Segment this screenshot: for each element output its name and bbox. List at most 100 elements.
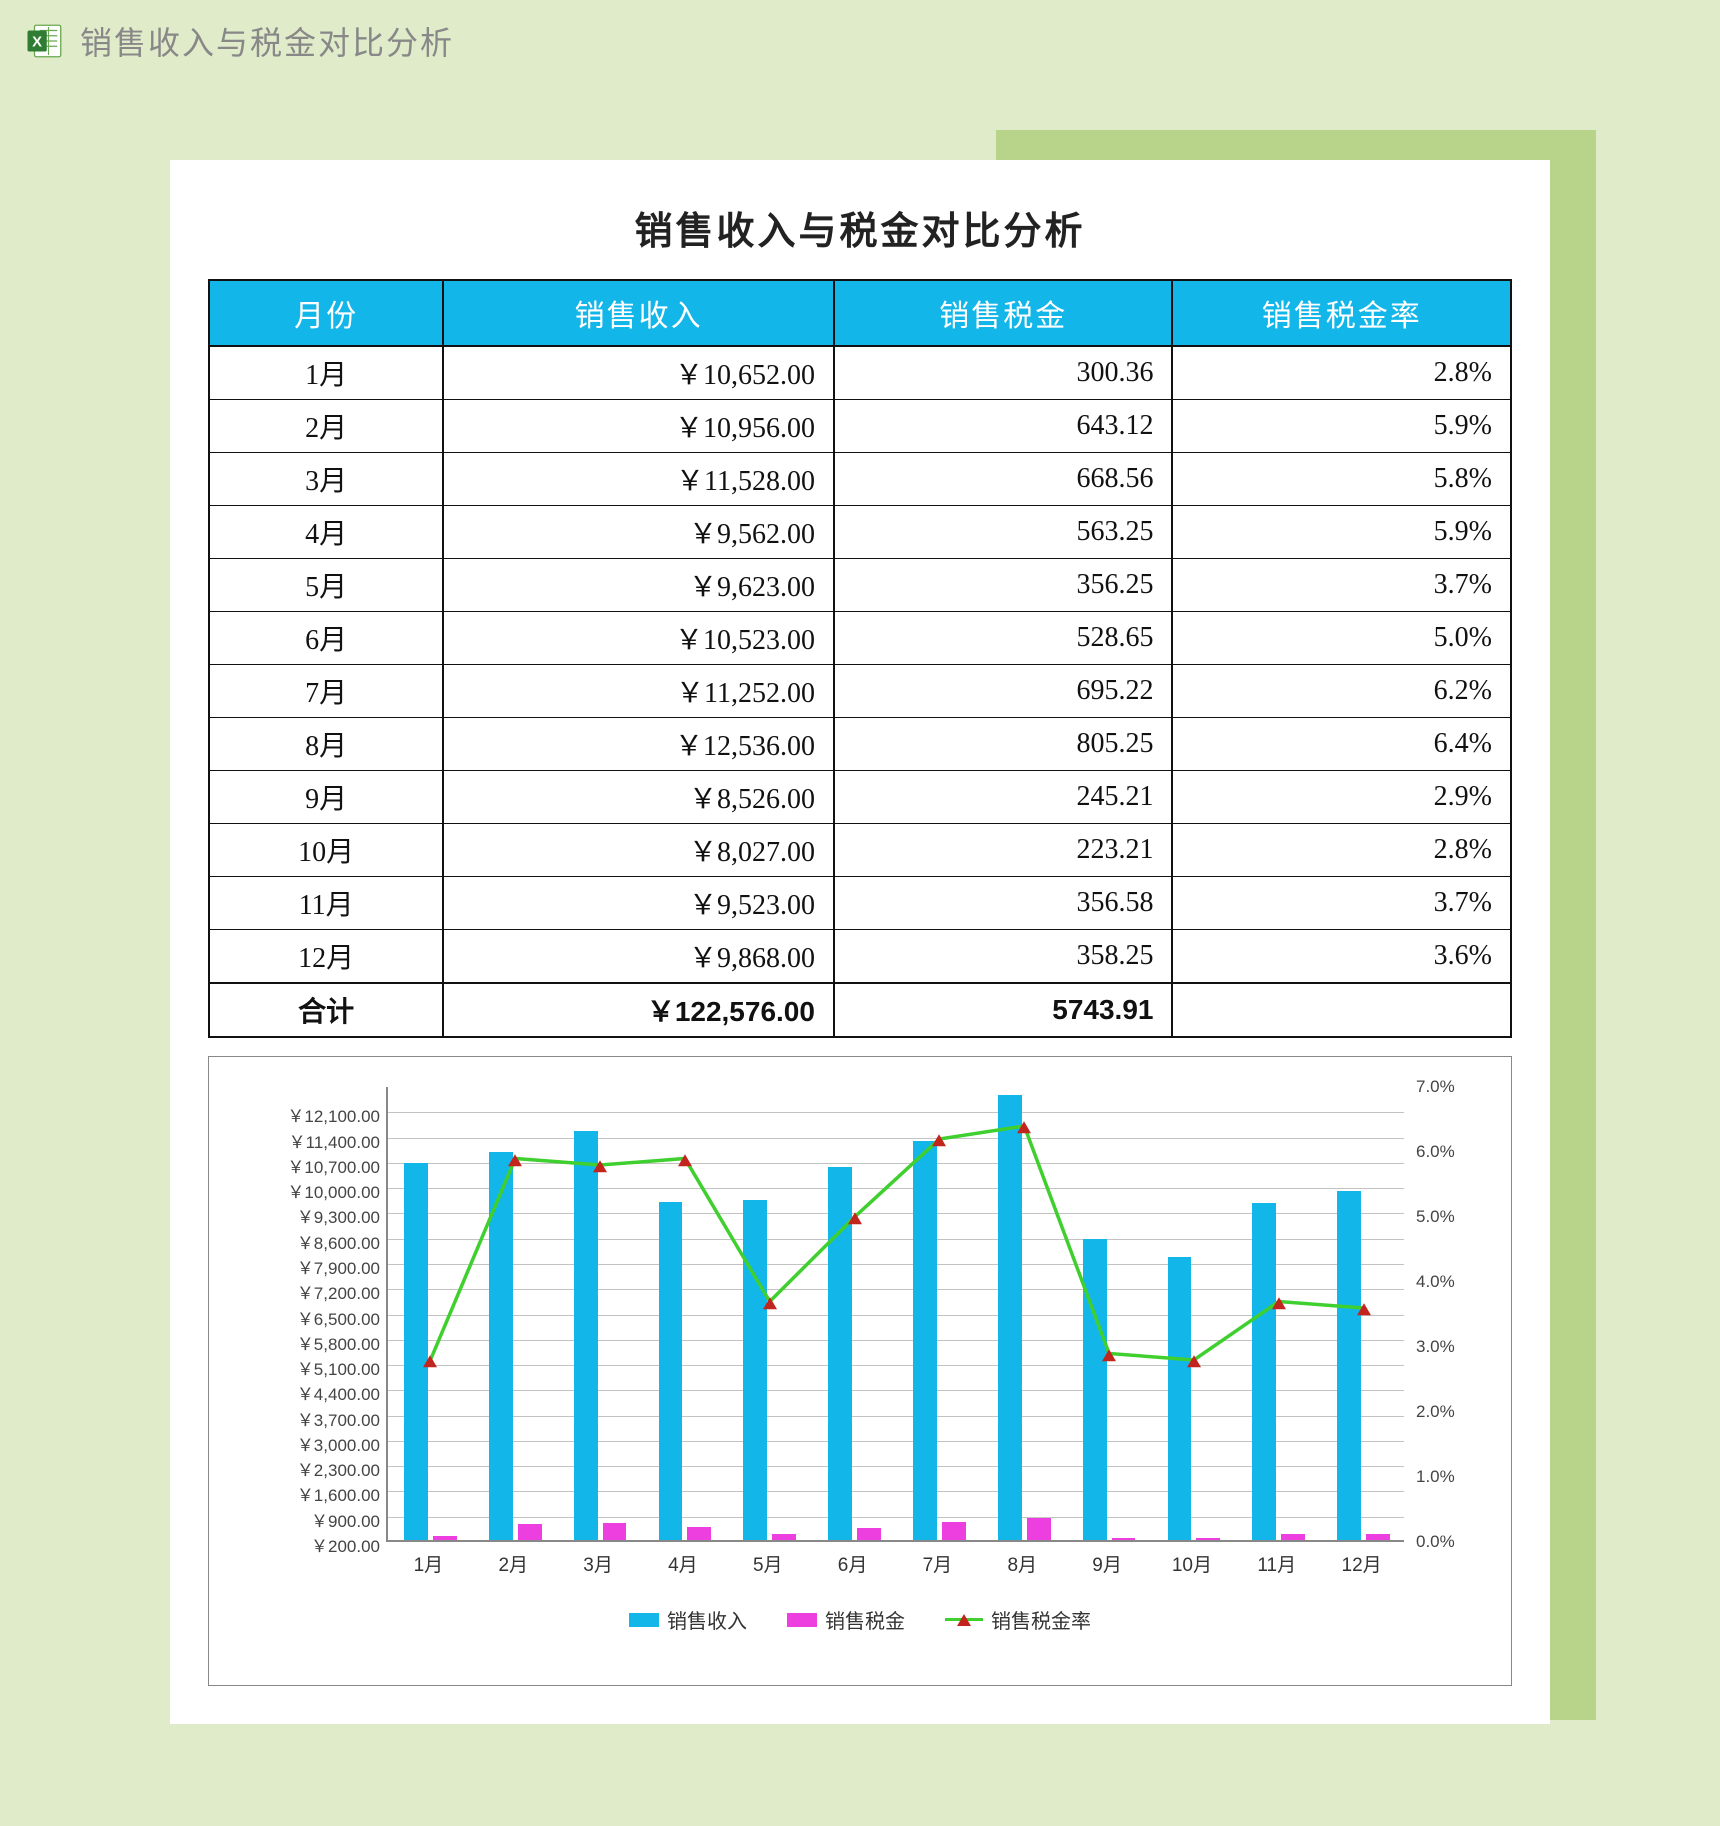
table-cell: 6月 <box>209 612 443 665</box>
chart-legend: 销售收入 销售税金 销售税金率 <box>221 1605 1499 1634</box>
table-cell: ￥9,562.00 <box>443 506 834 559</box>
table-row: 4月￥9,562.00563.255.9% <box>209 506 1511 559</box>
x-axis-tick: 6月 <box>838 1550 868 1577</box>
y-axis-left-tick: ￥7,200.00 <box>297 1279 380 1304</box>
table-row: 9月￥8,526.00245.212.9% <box>209 771 1511 824</box>
table-cell: 358.25 <box>834 930 1173 984</box>
table-cell: 3月 <box>209 453 443 506</box>
table-cell: ￥10,652.00 <box>443 346 834 400</box>
table-cell: ￥10,523.00 <box>443 612 834 665</box>
table-row: 5月￥9,623.00356.253.7% <box>209 559 1511 612</box>
table-cell: ￥8,526.00 <box>443 771 834 824</box>
y-axis-left-tick: ￥2,300.00 <box>297 1456 380 1481</box>
table-cell: ￥11,252.00 <box>443 665 834 718</box>
app-header: X 销售收入与税金对比分析 <box>0 0 1720 82</box>
y-axis-left-tick: ￥10,000.00 <box>287 1178 380 1203</box>
table-row: 6月￥10,523.00528.655.0% <box>209 612 1511 665</box>
table-header-cell: 销售税金 <box>834 280 1173 346</box>
legend-item-income: 销售收入 <box>629 1605 747 1634</box>
legend-swatch-icon <box>945 1618 983 1621</box>
rate-line <box>388 1087 1406 1542</box>
table-cell: 2月 <box>209 400 443 453</box>
table-header-cell: 销售收入 <box>443 280 834 346</box>
legend-item-rate: 销售税金率 <box>945 1605 1091 1634</box>
y-axis-left-tick: ￥5,800.00 <box>297 1330 380 1355</box>
x-axis-tick: 11月 <box>1257 1550 1296 1577</box>
table-row: 3月￥11,528.00668.565.8% <box>209 453 1511 506</box>
y-axis-left-tick: ￥8,600.00 <box>297 1229 380 1254</box>
table-cell: 2.8% <box>1172 346 1511 400</box>
legend-label: 销售收入 <box>667 1605 747 1634</box>
rate-marker-icon <box>932 1134 946 1146</box>
y-axis-left-tick: ￥11,400.00 <box>289 1128 380 1153</box>
table-cell: 12月 <box>209 930 443 984</box>
x-axis-tick: 4月 <box>668 1550 698 1577</box>
y-axis-left-tick: ￥200.00 <box>311 1532 380 1557</box>
table-cell: ￥11,528.00 <box>443 453 834 506</box>
table-cell: 695.22 <box>834 665 1173 718</box>
table-cell: ￥9,623.00 <box>443 559 834 612</box>
table-row: 7月￥11,252.00695.226.2% <box>209 665 1511 718</box>
y-axis-left-tick: ￥5,100.00 <box>297 1355 380 1380</box>
rate-marker-icon <box>593 1160 607 1172</box>
table-cell: 5.8% <box>1172 453 1511 506</box>
rate-marker-icon <box>763 1297 777 1309</box>
table-cell: ￥122,576.00 <box>443 983 834 1037</box>
chart-container: ￥200.00￥900.00￥1,600.00￥2,300.00￥3,000.0… <box>208 1056 1512 1686</box>
y-axis-right-tick: 1.0% <box>1416 1467 1455 1487</box>
table-cell: 5.9% <box>1172 400 1511 453</box>
y-axis-right-tick: 3.0% <box>1416 1337 1455 1357</box>
y-axis-right-tick: 6.0% <box>1416 1142 1455 1162</box>
chart-plot-area: ￥200.00￥900.00￥1,600.00￥2,300.00￥3,000.0… <box>221 1077 1499 1587</box>
y-axis-right-tick: 5.0% <box>1416 1207 1455 1227</box>
table-row: 12月￥9,868.00358.253.6% <box>209 930 1511 984</box>
legend-label: 销售税金率 <box>991 1605 1091 1634</box>
x-axis-tick: 5月 <box>753 1550 783 1577</box>
table-cell <box>1172 983 1511 1037</box>
table-cell: ￥10,956.00 <box>443 400 834 453</box>
table-row: 10月￥8,027.00223.212.8% <box>209 824 1511 877</box>
legend-label: 销售税金 <box>825 1605 905 1634</box>
y-axis-left-tick: ￥9,300.00 <box>297 1203 380 1228</box>
table-cell: 3.6% <box>1172 930 1511 984</box>
legend-swatch-icon <box>629 1613 659 1627</box>
rate-marker-icon <box>678 1154 692 1166</box>
app-title: 销售收入与税金对比分析 <box>80 18 454 64</box>
table-cell: 5月 <box>209 559 443 612</box>
excel-icon: X <box>24 20 66 62</box>
y-axis-left-tick: ￥3,700.00 <box>297 1406 380 1431</box>
x-axis-tick: 10月 <box>1172 1550 1212 1577</box>
y-axis-right-tick: 7.0% <box>1416 1077 1455 1097</box>
y-axis-left-tick: ￥6,500.00 <box>297 1305 380 1330</box>
y-axis-right-tick: 4.0% <box>1416 1272 1455 1292</box>
table-cell: 6.2% <box>1172 665 1511 718</box>
table-cell: 643.12 <box>834 400 1173 453</box>
table-cell: 300.36 <box>834 346 1173 400</box>
table-cell: 5.9% <box>1172 506 1511 559</box>
table-cell: 8月 <box>209 718 443 771</box>
worksheet: 销售收入与税金对比分析 月份销售收入销售税金销售税金率 1月￥10,652.00… <box>170 160 1550 1724</box>
table-cell: 4月 <box>209 506 443 559</box>
x-axis-tick: 8月 <box>1007 1550 1037 1577</box>
table-row: 2月￥10,956.00643.125.9% <box>209 400 1511 453</box>
table-cell: 3.7% <box>1172 877 1511 930</box>
x-axis-tick: 3月 <box>583 1550 613 1577</box>
table-cell: 2.9% <box>1172 771 1511 824</box>
legend-swatch-icon <box>787 1613 817 1627</box>
table-cell: 10月 <box>209 824 443 877</box>
table-cell: 合计 <box>209 983 443 1037</box>
rate-marker-icon <box>508 1154 522 1166</box>
table-cell: ￥9,523.00 <box>443 877 834 930</box>
svg-text:X: X <box>32 34 42 50</box>
legend-item-tax: 销售税金 <box>787 1605 905 1634</box>
table-cell: 356.58 <box>834 877 1173 930</box>
table-cell: 3.7% <box>1172 559 1511 612</box>
table-row: 8月￥12,536.00805.256.4% <box>209 718 1511 771</box>
table-cell: ￥8,027.00 <box>443 824 834 877</box>
y-axis-left-tick: ￥7,900.00 <box>297 1254 380 1279</box>
table-cell: 2.8% <box>1172 824 1511 877</box>
rate-marker-icon <box>423 1355 437 1367</box>
table-cell: 7月 <box>209 665 443 718</box>
y-axis-left-tick: ￥12,100.00 <box>287 1102 380 1127</box>
y-axis-left-tick: ￥3,000.00 <box>297 1431 380 1456</box>
